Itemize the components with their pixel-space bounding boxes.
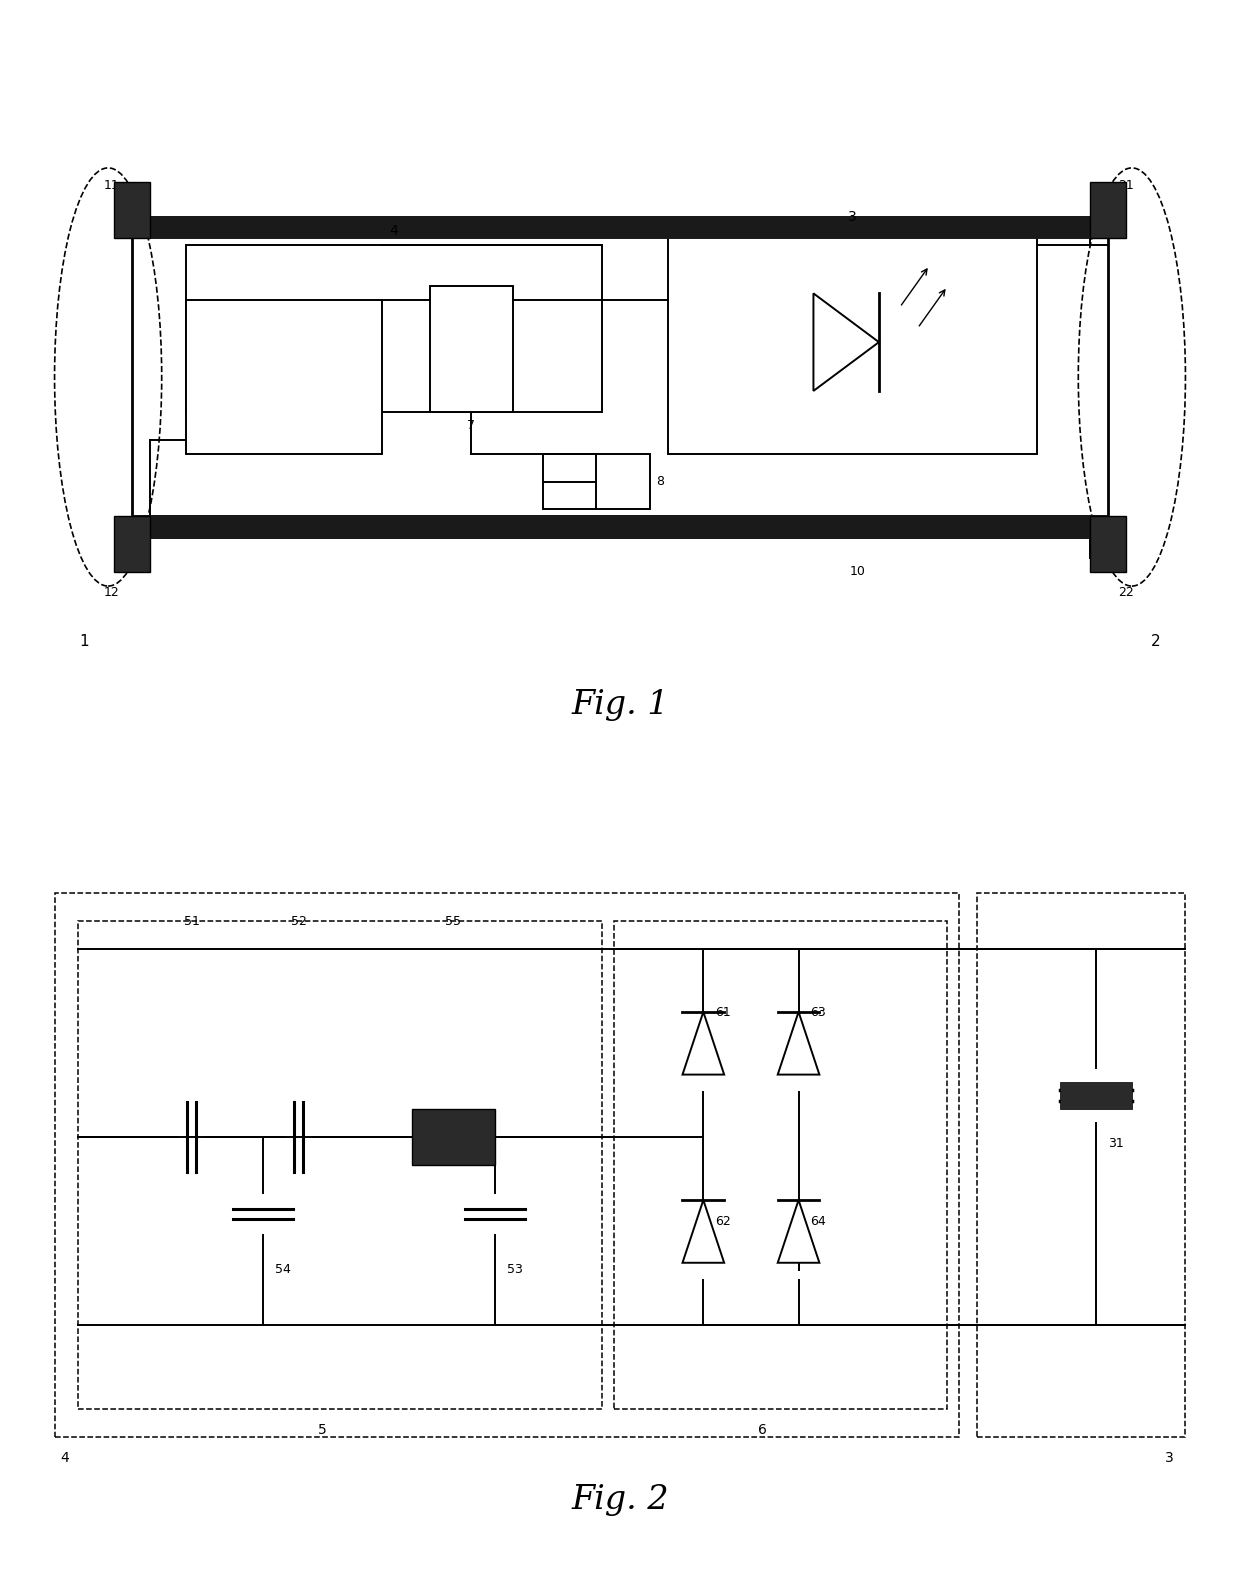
Bar: [1090, 516, 1126, 572]
Bar: [114, 516, 150, 572]
Text: 4: 4: [389, 223, 398, 238]
Bar: [1090, 182, 1126, 238]
Polygon shape: [777, 1201, 820, 1262]
Bar: [131, 516, 1109, 537]
Bar: [55, 893, 960, 1437]
Bar: [429, 287, 513, 412]
Text: 3: 3: [848, 209, 857, 223]
Text: 31: 31: [1109, 1137, 1123, 1150]
Polygon shape: [682, 1012, 724, 1074]
Polygon shape: [682, 1201, 724, 1262]
Bar: [977, 893, 1185, 1437]
Text: 3: 3: [1164, 1451, 1173, 1465]
Bar: [186, 244, 603, 412]
Text: 2: 2: [1151, 634, 1161, 649]
Bar: [1060, 1082, 1132, 1109]
Bar: [186, 301, 382, 453]
Bar: [543, 453, 650, 510]
Bar: [131, 217, 1109, 238]
Text: 4: 4: [61, 1451, 69, 1465]
Bar: [667, 231, 1037, 453]
Text: 8: 8: [656, 475, 663, 488]
Text: 64: 64: [811, 1215, 826, 1228]
Text: 22: 22: [1118, 586, 1133, 599]
Bar: [114, 182, 150, 238]
Text: 1: 1: [79, 634, 89, 649]
Text: 52: 52: [290, 916, 306, 928]
Text: 10: 10: [851, 565, 866, 578]
Text: 55: 55: [445, 916, 461, 928]
Bar: [614, 922, 947, 1410]
Text: 61: 61: [715, 1006, 732, 1019]
Bar: [412, 1109, 495, 1166]
Text: 5: 5: [317, 1422, 327, 1437]
Text: Fig. 2: Fig. 2: [572, 1484, 668, 1516]
Text: 63: 63: [811, 1006, 826, 1019]
Text: Fig. 1: Fig. 1: [572, 689, 668, 721]
Text: 6: 6: [759, 1422, 768, 1437]
Bar: [78, 922, 603, 1410]
Text: 12: 12: [103, 586, 119, 599]
Bar: [131, 217, 1109, 537]
Text: 51: 51: [184, 916, 200, 928]
Text: 62: 62: [715, 1215, 732, 1228]
Text: 7: 7: [467, 418, 475, 432]
Text: 53: 53: [507, 1262, 523, 1275]
Text: 11: 11: [103, 179, 119, 192]
Polygon shape: [777, 1012, 820, 1074]
Polygon shape: [813, 293, 879, 391]
Text: 21: 21: [1118, 179, 1133, 192]
Text: 54: 54: [275, 1262, 290, 1275]
